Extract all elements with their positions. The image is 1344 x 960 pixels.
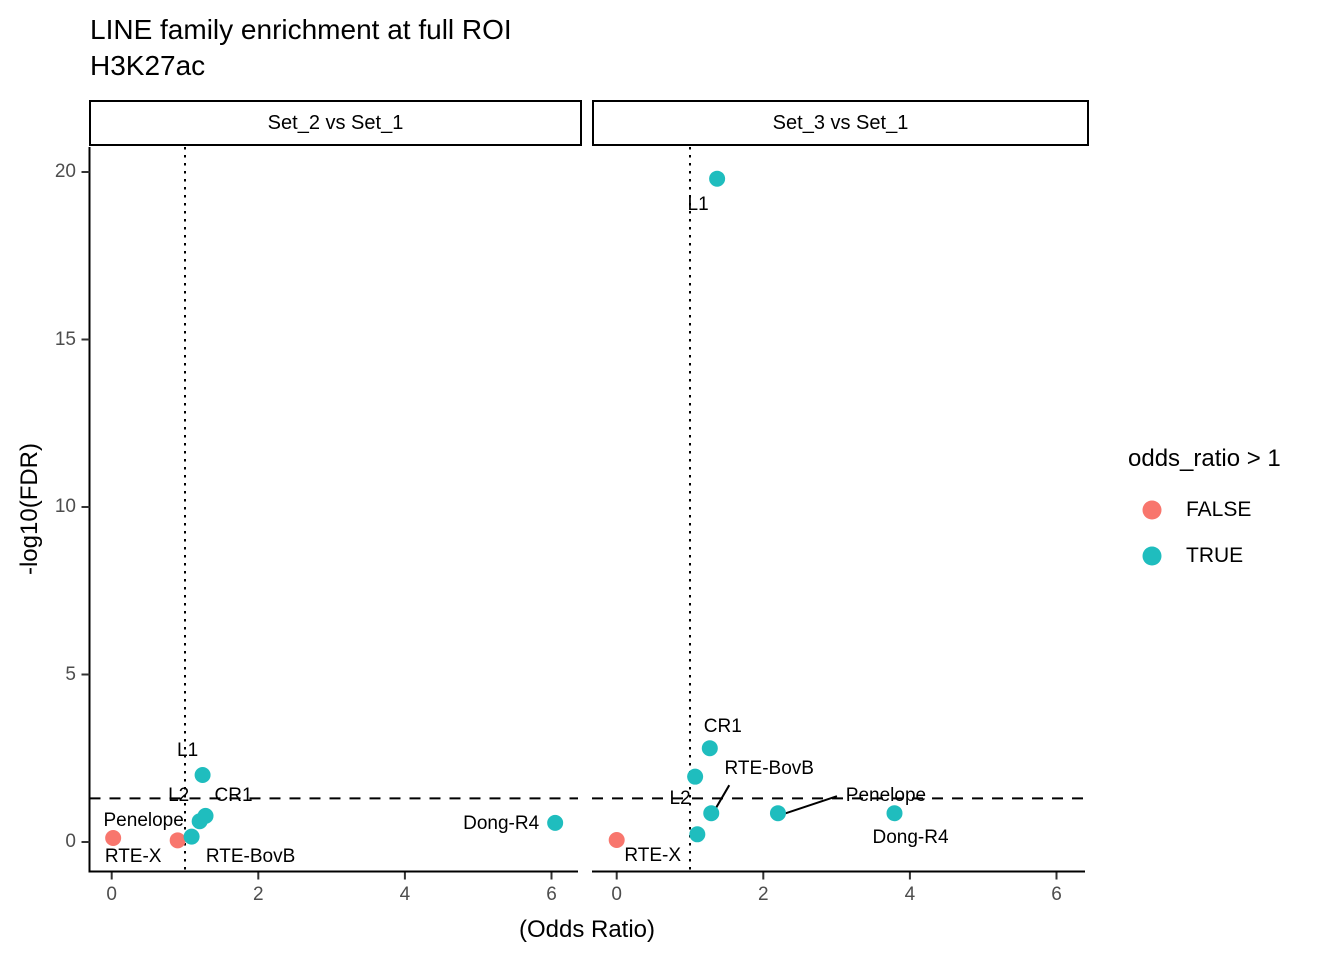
legend-label-true: TRUE [1186, 544, 1244, 567]
y-tick-label: 5 [65, 663, 76, 685]
point-label-Penelope: Penelope [845, 785, 927, 807]
facet-strip-left: Set_2 vs Set_1 [89, 100, 582, 146]
data-point-CR1 [197, 807, 214, 824]
x-tick-label: 2 [758, 884, 769, 905]
x-tick-label: 4 [399, 884, 411, 905]
data-point-L1 [194, 767, 211, 783]
y-tick-label: 15 [54, 328, 76, 350]
legend-title: odds_ratio > 1 [1128, 445, 1281, 472]
point-label-RTE-BovB: RTE-BovB [724, 758, 814, 780]
label-leader-line [714, 784, 731, 810]
label-leader-line [782, 795, 838, 816]
point-label-RTE-BovB: RTE-BovB [205, 845, 296, 867]
facet-strip-left-label: Set_2 vs Set_1 [267, 111, 404, 134]
data-point-RTE-BovB [703, 805, 720, 822]
legend-swatch-true [1142, 546, 1162, 566]
chart-subtitle: H3K27ac [90, 50, 206, 81]
x-tick-label: 6 [1051, 884, 1062, 905]
point-label-RTE-X: RTE-X [624, 844, 682, 866]
x-axis-title: (Odds Ratio) [518, 916, 656, 943]
data-point-Penelope [169, 832, 186, 849]
y-tick-label: 10 [54, 496, 76, 517]
data-point-RTE-X [608, 831, 625, 848]
point-label-RTE-X: RTE-X [104, 845, 162, 867]
y-tick-label: 0 [65, 831, 76, 852]
legend-label-false: FALSE [1186, 498, 1252, 521]
point-label-L1: L1 [687, 193, 709, 215]
point-label-Penelope: Penelope [103, 810, 184, 832]
y-axis-title: -log10(FDR) [16, 442, 43, 576]
x-tick-label: 0 [106, 884, 117, 905]
facet-strip-right-label: Set_3 vs Set_1 [772, 111, 909, 134]
data-point-Dong-R4 [886, 805, 903, 822]
point-label-CR1: CR1 [703, 716, 742, 738]
x-tick-label: 2 [253, 884, 264, 905]
data-point-L2 [687, 768, 704, 785]
chart-title: LINE family enrichment at full ROI [90, 14, 512, 45]
x-tick-label: 0 [611, 884, 622, 905]
x-tick-label: 6 [546, 884, 557, 905]
x-tick-label: 4 [904, 884, 916, 905]
data-point [689, 826, 706, 843]
data-point-RTE-X [105, 829, 122, 846]
data-point-CR1 [701, 740, 718, 757]
point-label-L1: L1 [177, 740, 199, 761]
legend-swatch-false [1142, 500, 1162, 520]
data-point-Penelope [769, 805, 786, 822]
point-label-CR1: CR1 [214, 784, 253, 806]
point-label-Dong-R4: Dong-R4 [463, 812, 540, 834]
point-label-L2: L2 [168, 785, 190, 807]
point-label-Dong-R4: Dong-R4 [872, 827, 949, 849]
data-point-L1 [709, 170, 726, 187]
data-point-RTE-BovB [183, 828, 200, 845]
point-label-L2: L2 [669, 787, 691, 809]
facet-strip-right: Set_3 vs Set_1 [592, 100, 1089, 146]
y-tick-label: 20 [54, 161, 76, 182]
data-point-Dong-R4 [547, 814, 564, 831]
